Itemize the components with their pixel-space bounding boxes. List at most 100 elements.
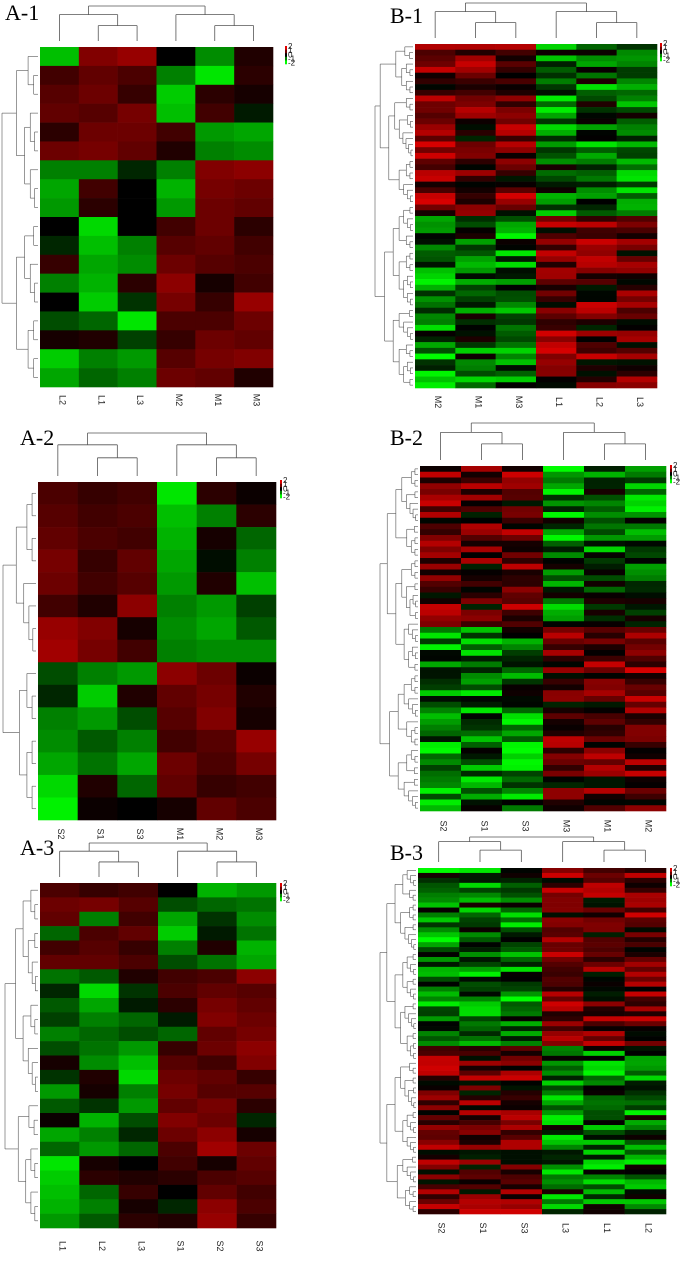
heatmap-cell-B-2 [420, 730, 462, 737]
heatmap-cell-B-2 [543, 805, 585, 812]
heatmap-cell-B-3 [542, 1110, 584, 1116]
heatmap-cell-A-3 [40, 911, 80, 927]
scale-label-A-1: -2 [288, 59, 296, 68]
heatmap-cell-B-3 [500, 937, 543, 943]
heatmap-cell-B-1 [495, 193, 537, 200]
heatmap-cell-B-3 [418, 996, 460, 1002]
heatmap-cell-B-1 [415, 382, 456, 389]
heatmap-cell-B-3 [583, 1199, 625, 1205]
heatmap-cell-B-1 [415, 61, 456, 68]
heatmap-cell-B-2 [584, 529, 626, 536]
heatmap-cell-B-3 [418, 1125, 460, 1131]
scale-swatch-B-1 [660, 46, 662, 51]
heatmap-cell-B-2 [625, 759, 667, 766]
heatmap-cell-B-2 [584, 569, 626, 576]
heatmap-cell-A-1 [40, 103, 80, 123]
heatmap-cell-B-2 [502, 621, 544, 628]
heatmap-cell-B-3 [500, 1199, 543, 1205]
heatmap-cell-A-1 [195, 122, 235, 142]
heatmap-cell-A-1 [234, 217, 274, 237]
heatmap-cell-B-2 [502, 782, 544, 789]
heatmap-cell-B-1 [536, 170, 577, 177]
heatmap-cell-B-2 [625, 650, 667, 657]
heatmap-cell-B-2 [625, 782, 667, 789]
heatmap-cell-B-1 [616, 210, 658, 217]
heatmap-cell-B-1 [455, 158, 496, 165]
heatmap-cell-B-3 [542, 902, 584, 908]
heatmap-cell-B-2 [625, 575, 667, 582]
heatmap-cell-A-1 [40, 368, 80, 388]
heatmap-cell-B-2 [625, 529, 667, 536]
heatmap-cell-B-3 [624, 1115, 667, 1121]
heatmap-cell-B-3 [624, 986, 667, 992]
heatmap-cell-B-1 [455, 44, 496, 51]
heatmap-cell-B-2 [625, 558, 667, 565]
heatmap-cell-B-3 [624, 1149, 667, 1155]
heatmap-cell-B-1 [455, 66, 496, 73]
heatmap-cell-B-1 [536, 347, 577, 354]
heatmap-cell-B-1 [495, 307, 537, 314]
heatmap-cell-B-1 [536, 130, 577, 137]
heatmap-cell-B-3 [542, 912, 584, 918]
heatmap-cell-B-3 [624, 1174, 667, 1180]
heatmap-cell-B-1 [495, 89, 537, 96]
heatmap-cell-A-1 [234, 84, 274, 104]
heatmap-cell-B-3 [542, 907, 584, 913]
heatmap-cell-B-1 [576, 307, 617, 314]
heatmap-cell-B-3 [624, 882, 667, 889]
heatmap-cell-B-2 [584, 575, 626, 582]
heatmap-cell-B-3 [542, 1006, 584, 1012]
heatmap-cell-B-2 [543, 483, 585, 490]
heatmap-cell-A-3 [158, 998, 198, 1013]
heatmap-cell-B-3 [542, 1139, 584, 1146]
heatmap-cell-B-3 [583, 971, 625, 978]
heatmap-cell-B-3 [459, 1144, 501, 1151]
heatmap-cell-B-3 [583, 1164, 625, 1170]
heatmap-cell-B-2 [461, 523, 503, 530]
heatmap-cell-B-1 [455, 342, 496, 349]
heatmap-cell-B-3 [418, 1031, 460, 1037]
heatmap-cell-B-1 [576, 118, 617, 125]
heatmap-cell-B-3 [418, 1045, 460, 1052]
heatmap-cell-B-2 [461, 586, 503, 593]
heatmap-cell-B-3 [583, 981, 625, 987]
heatmap-cell-B-1 [415, 198, 456, 205]
heatmap-cell-B-2 [461, 581, 503, 588]
heatmap-cell-B-3 [624, 952, 667, 958]
heatmap-cell-B-1 [576, 55, 617, 62]
heatmap-cell-B-1 [495, 244, 537, 251]
heatmap-cell-B-1 [455, 181, 496, 188]
column-label-L1: L1 [554, 397, 564, 407]
scale-swatch-B-1 [660, 43, 662, 47]
heatmap-cell-B-1 [415, 261, 456, 268]
heatmap-cell-A-2 [236, 797, 277, 821]
heatmap-cell-A-3 [236, 1199, 277, 1214]
heatmap-cell-B-1 [616, 353, 658, 360]
heatmap-cell-A-2 [77, 774, 118, 798]
heatmap-cell-B-3 [459, 902, 501, 908]
heatmap-cell-B-1 [495, 365, 537, 372]
heatmap-cell-B-2 [584, 489, 626, 496]
heatmap-cell-A-2 [236, 662, 277, 686]
heatmap-cell-B-1 [536, 66, 577, 73]
heatmap-cell-B-3 [459, 942, 501, 948]
scale-swatch-B-1 [660, 53, 662, 58]
heatmap-cell-B-2 [625, 736, 667, 743]
heatmap-cell-B-1 [415, 353, 456, 360]
heatmap-cell-A-3 [118, 1213, 159, 1229]
heatmap-cell-B-3 [624, 1125, 667, 1131]
heatmap-cell-B-3 [500, 1169, 543, 1175]
scale-label-A-2: -2 [283, 493, 291, 502]
heatmap-cell-A-1 [78, 349, 118, 369]
heatmap-cell-B-3 [624, 902, 667, 908]
heatmap-cell-B-1 [576, 336, 617, 343]
heatmap-cell-B-2 [543, 667, 585, 674]
panel-label-b2: B-2 [390, 425, 423, 450]
heatmap-cell-A-1 [234, 198, 274, 218]
heatmap-cell-B-3 [542, 1184, 584, 1190]
heatmap-cell-B-2 [502, 575, 544, 582]
heatmap-cell-A-3 [197, 883, 237, 898]
heatmap-cell-B-2 [420, 621, 462, 628]
heatmap-cell-B-2 [420, 759, 462, 766]
heatmap-cell-B-1 [576, 290, 617, 297]
